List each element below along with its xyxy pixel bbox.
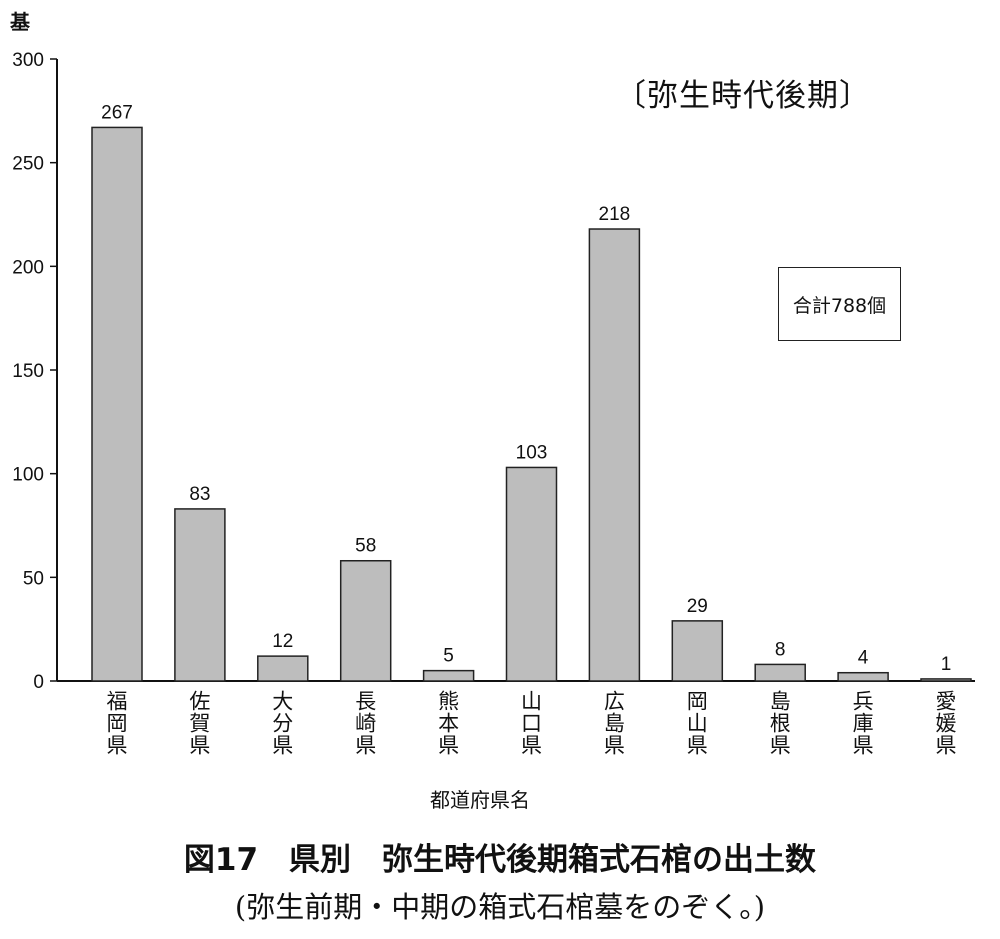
x-tick-label: 広島県	[601, 690, 626, 756]
y-tick-label: 300	[12, 50, 44, 71]
data-label: 83	[189, 484, 210, 505]
data-label: 103	[516, 442, 548, 463]
data-label: 29	[687, 596, 708, 617]
data-label: 267	[101, 102, 133, 123]
y-tick-label: 150	[12, 361, 44, 382]
data-label: 12	[272, 631, 293, 652]
chart-subtitle: (弥生前期・中期の箱式石棺墓をのぞく。)	[234, 890, 766, 924]
y-tick-label: 0	[33, 672, 44, 693]
bar-熊本県	[422, 669, 475, 682]
x-tick-label: 島根県	[767, 690, 792, 756]
x-tick-label: 岡山県	[684, 690, 709, 756]
x-tick-label: 熊本県	[435, 690, 460, 756]
bar-山口県	[505, 466, 558, 682]
bar-佐賀県	[174, 508, 226, 682]
data-label: 4	[858, 648, 869, 669]
x-tick-label: 兵庫県	[850, 690, 875, 756]
bar-愛媛県	[920, 678, 972, 682]
y-tick-label: 200	[12, 257, 44, 278]
data-label: 1	[941, 654, 952, 675]
y-tick-label: 250	[12, 154, 44, 175]
x-tick-label: 佐賀県	[186, 690, 211, 756]
bar-兵庫県	[837, 671, 889, 682]
x-tick-label: 福岡県	[104, 690, 128, 756]
bar-島根県	[754, 663, 806, 682]
data-label: 218	[599, 204, 631, 225]
bar-岡山県	[671, 620, 724, 682]
total-annotation: 合計788個	[792, 294, 887, 317]
bar-chart: 0 50 100 150 200 250 300 267 83 12 58 5 103 218 29 8 4 1	[12, 50, 975, 693]
y-tick-label: 50	[23, 568, 44, 589]
y-axis-label: 基	[10, 10, 30, 34]
x-tick-label: 長崎県	[352, 690, 377, 756]
x-tick-label: 愛媛県	[933, 690, 957, 756]
bar-広島県	[588, 228, 641, 682]
data-label: 58	[355, 536, 376, 557]
y-tick-label: 100	[12, 465, 44, 486]
bar-福岡県	[91, 126, 143, 682]
data-label: 5	[443, 646, 454, 667]
bar-大分県	[257, 655, 309, 682]
data-label: 8	[775, 639, 786, 660]
total-annotation-box: 合計788個	[778, 267, 901, 341]
x-tick-label: 大分県	[269, 690, 294, 756]
x-axis-label: 都道府県名	[430, 788, 530, 812]
chart-title: 図17 県別 弥生時代後期箱式石棺の出土数	[183, 842, 817, 878]
x-tick-label: 山口県	[518, 690, 543, 756]
period-annotation: 〔弥生時代後期〕	[615, 78, 871, 114]
bar-長崎県	[339, 559, 392, 682]
